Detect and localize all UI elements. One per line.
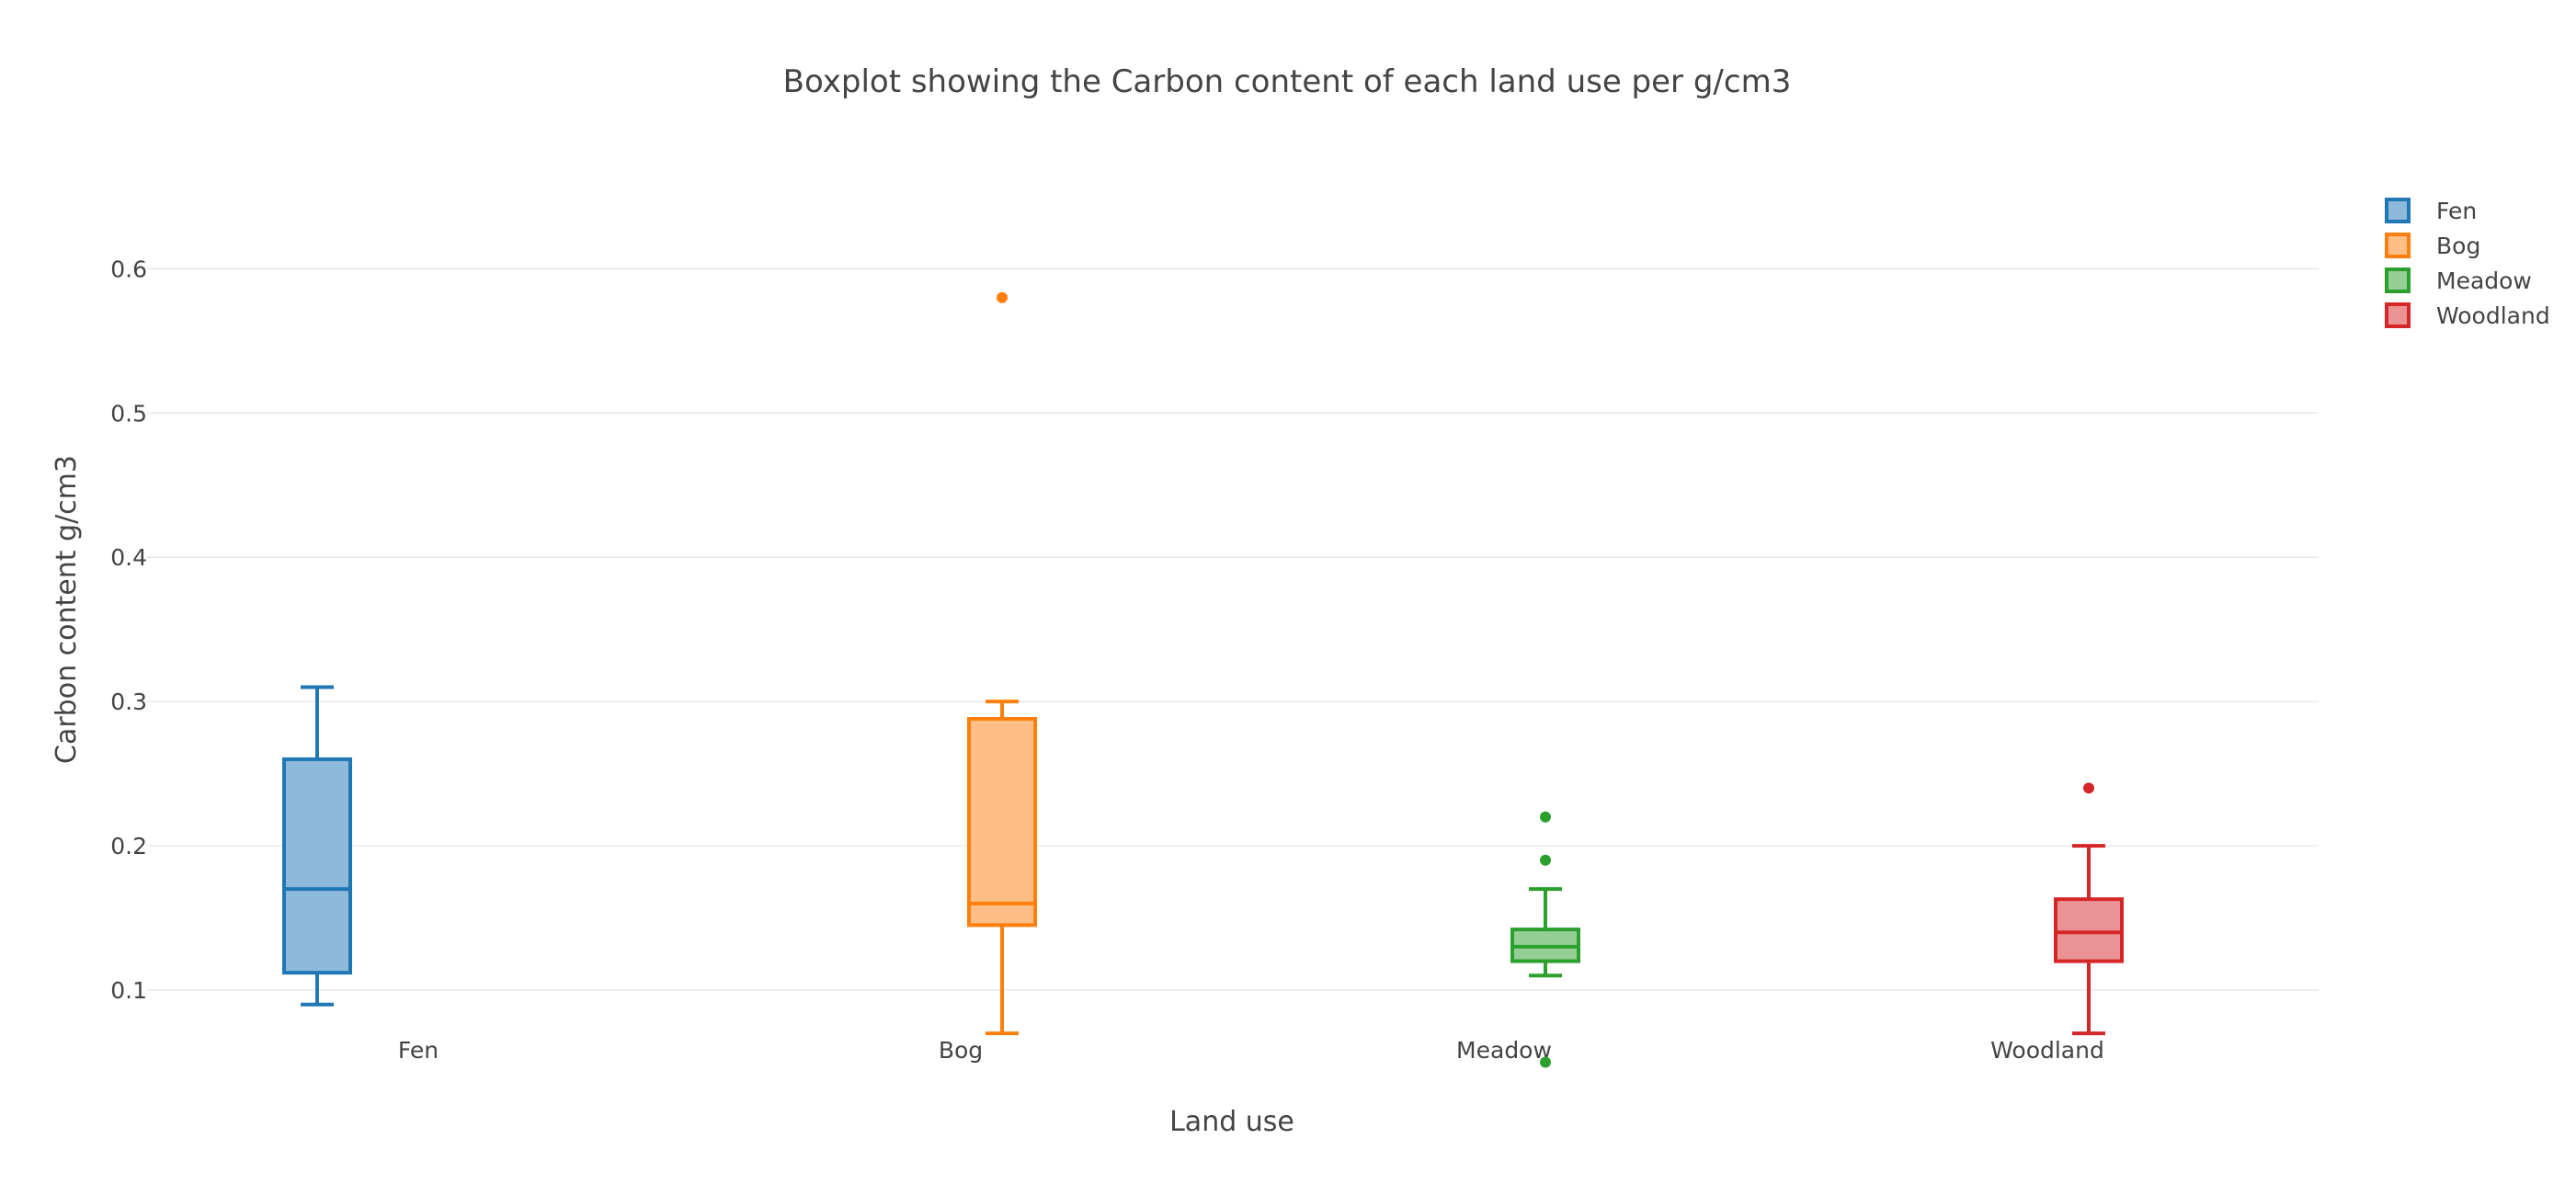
x-tick-label: Fen — [398, 1037, 439, 1064]
gridlines — [147, 268, 2319, 991]
outlier-point — [1540, 1056, 1551, 1068]
legend-label: Woodland — [2436, 302, 2550, 329]
legend-item-meadow: Meadow — [2385, 268, 2532, 294]
outlier-point — [1540, 811, 1551, 823]
legend-item-woodland: Woodland — [2385, 302, 2550, 329]
x-tick-label: Woodland — [1990, 1037, 2104, 1064]
y-tick-label: 0.4 — [110, 544, 147, 571]
outlier-point — [2083, 782, 2094, 794]
box-bog — [967, 291, 1037, 1036]
y-axis-ticks: 0.1 0.2 0.3 0.4 0.5 0.6 — [110, 256, 147, 1004]
legend-label: Meadow — [2436, 268, 2532, 294]
legend-label: Bog — [2436, 233, 2480, 259]
x-tick-label: Bog — [939, 1037, 983, 1064]
x-axis-ticks: Fen Bog Meadow Woodland — [398, 1037, 2104, 1064]
box-woodland — [2054, 782, 2124, 1036]
box-series — [282, 291, 2124, 1068]
y-tick-label: 0.2 — [110, 833, 147, 860]
y-axis-title: Carbon content g/cm3 — [51, 455, 83, 764]
y-tick-label: 0.1 — [110, 977, 147, 1004]
y-tick-label: 0.5 — [110, 400, 147, 427]
legend-swatch — [2385, 233, 2411, 258]
legend: Fen Bog Meadow Woodland — [2385, 198, 2550, 329]
y-tick-label: 0.3 — [110, 689, 147, 715]
x-tick-label: Meadow — [1456, 1037, 1552, 1064]
box-meadow — [1510, 811, 1580, 1068]
outlier-point — [1540, 854, 1551, 866]
legend-item-bog: Bog — [2385, 233, 2480, 259]
legend-item-fen: Fen — [2385, 198, 2477, 224]
iqr-box — [2054, 897, 2124, 963]
box-fen — [282, 685, 352, 1007]
iqr-box — [282, 757, 352, 975]
legend-label: Fen — [2436, 198, 2477, 224]
chart-title: Boxplot showing the Carbon content of ea… — [783, 63, 1792, 100]
x-axis-title: Land use — [1169, 1106, 1294, 1138]
outlier-point — [997, 291, 1008, 303]
legend-swatch — [2385, 268, 2411, 293]
y-tick-label: 0.6 — [110, 256, 147, 282]
legend-swatch — [2385, 198, 2411, 223]
iqr-box — [967, 716, 1037, 928]
legend-swatch — [2385, 302, 2411, 328]
